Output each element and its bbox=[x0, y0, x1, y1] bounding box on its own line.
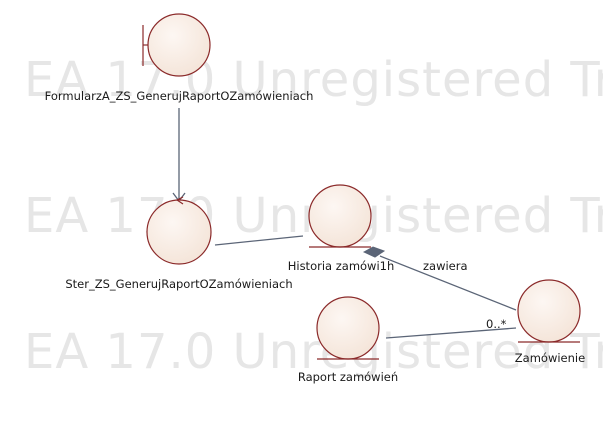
connector-raport-zamowienie[interactable] bbox=[385, 327, 517, 339]
composition-label: zawiera bbox=[423, 259, 468, 273]
connector-control-historia[interactable] bbox=[214, 235, 304, 246]
composition-diamond bbox=[362, 246, 386, 258]
watermark-line-3: EA 17.0 Unregistered Trial bbox=[24, 324, 603, 380]
entity-historia[interactable] bbox=[308, 184, 372, 248]
connector-boundary-control[interactable] bbox=[172, 108, 186, 203]
boundary-element[interactable] bbox=[142, 13, 211, 77]
control-element[interactable] bbox=[146, 196, 212, 265]
watermark-line-1: EA 17.0 Unregistered Trial bbox=[24, 52, 603, 108]
entity-zamowienie-label: Zamówienie bbox=[514, 351, 586, 365]
multiplicity-label: 0..* bbox=[486, 317, 507, 331]
entity-zamowienie[interactable] bbox=[517, 279, 581, 343]
entity-raport[interactable] bbox=[316, 296, 380, 360]
boundary-label: FormularzA_ZS_GenerujRaportOZamówieniach bbox=[44, 89, 314, 103]
connector-zawiera-composition[interactable] bbox=[362, 246, 517, 311]
control-label: Ster_ZS_GenerujRaportOZamówieniach bbox=[65, 277, 293, 291]
entity-historia-label: Historia zamówi1h bbox=[287, 259, 395, 273]
entity-raport-label: Raport zamówień bbox=[297, 370, 399, 384]
